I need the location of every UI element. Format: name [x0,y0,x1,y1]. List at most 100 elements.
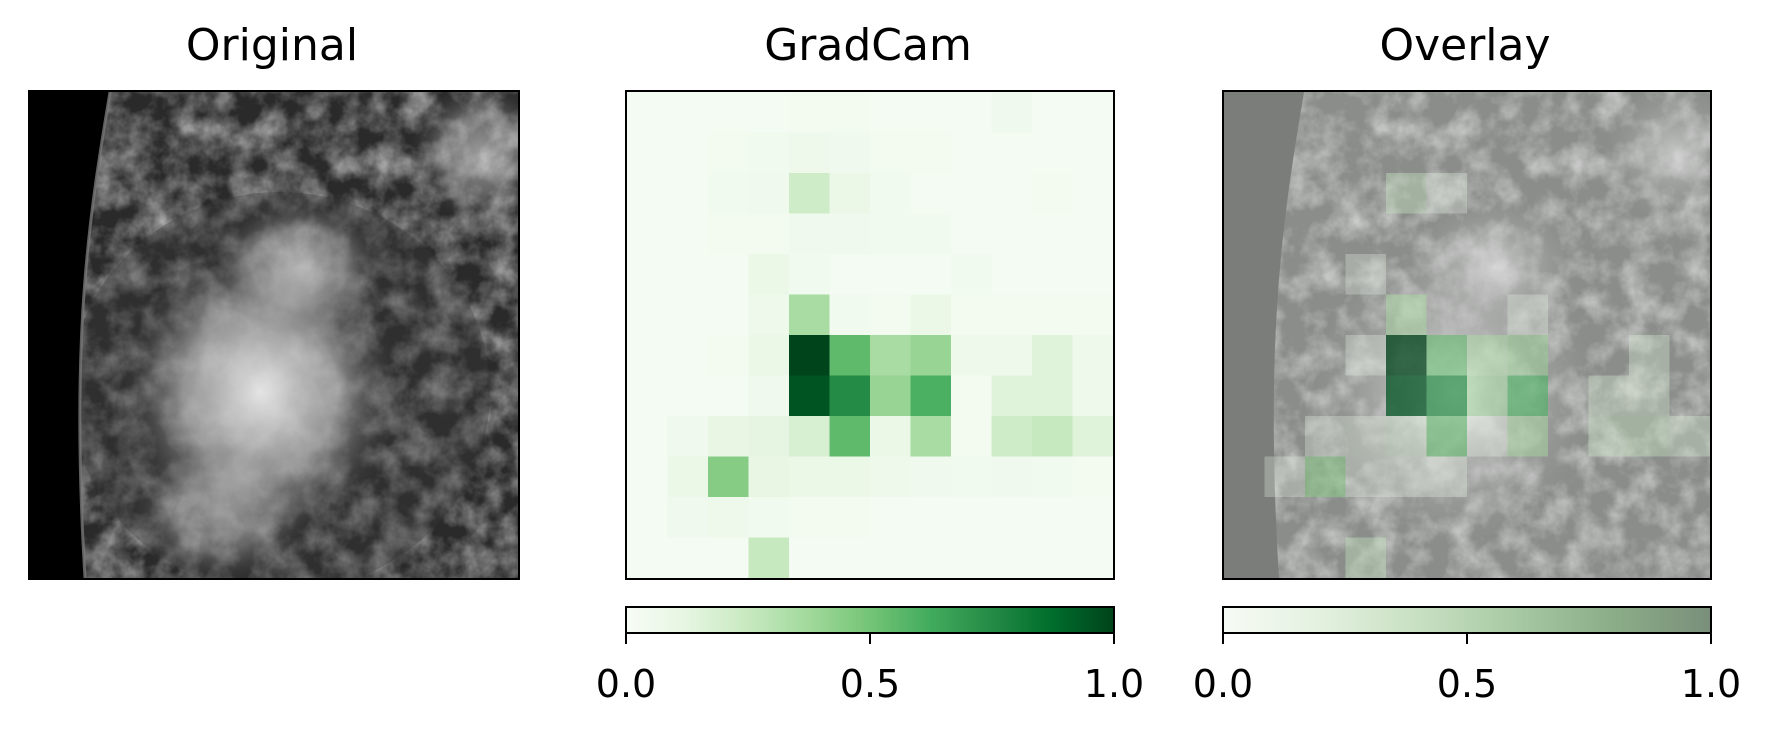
heatmap-cell [910,294,952,336]
gradcam-title: GradCam [764,20,972,71]
heatmap-cell [991,537,1033,578]
overlay-cell [1507,375,1548,416]
heatmap-cell [789,294,830,336]
overlay-cell [1467,335,1508,376]
heatmap-cell [910,335,952,376]
heatmap-cell [991,254,1033,295]
heatmap-cell [951,335,992,376]
heatmap-cell [667,456,709,498]
heatmap-cell [829,537,871,578]
overlay-title: Overlay [1379,20,1551,71]
overlay-cell [1386,456,1427,497]
overlay-cell [1467,416,1508,457]
heatmap-cell [667,335,709,376]
heatmap-cell [789,375,830,417]
overlay-cell [1386,375,1427,416]
overlay-tick-05 [1466,634,1468,644]
heatmap-cell [951,132,992,174]
heatmap-cell [910,213,952,255]
overlay-cell [1629,416,1670,457]
overlay-cell [1426,416,1467,457]
heatmap-cell [1072,132,1113,174]
heatmap-cell [991,375,1033,417]
heatmap-cell [789,497,830,538]
heatmap-cell [951,213,992,255]
gradcam-colorbar [625,606,1115,634]
overlay-ticklabel-05: 0.5 [1436,662,1498,706]
heatmap-cell [1072,416,1113,457]
heatmap-cell [870,132,911,174]
overlay-cell [1426,375,1467,416]
heatmap-cell [991,335,1033,376]
heatmap-cell [1032,213,1073,255]
overlay-cell [1345,254,1386,295]
heatmap-cell [870,213,911,255]
heatmap-cell [708,537,749,578]
overlay-cell [1467,375,1508,416]
overlay-cell [1386,335,1427,376]
heatmap-cell [951,497,992,538]
heatmap-cell [870,294,911,336]
heatmap-cell [991,132,1033,174]
heatmap-cell [748,497,790,538]
heatmap-cell [870,92,911,133]
heatmap-cell [951,456,992,498]
heatmap-cell [1072,497,1113,538]
heatmap-cell [789,254,830,295]
heatmap-cell [991,456,1033,498]
heatmap-cell [829,294,871,336]
heatmap-cell [1072,335,1113,376]
heatmap-cell [627,254,668,295]
heatmap-cell [748,92,790,133]
heatmap-cell [829,213,871,255]
heatmap-cell [1032,537,1073,578]
overlay-cell [1507,416,1548,457]
heatmap-cell [1032,294,1073,336]
heatmap-cell [708,213,749,255]
overlay-ticklabel-0: 0.0 [1192,662,1254,706]
heatmap-cell [667,92,709,133]
heatmap-cell [667,537,709,578]
heatmap-cell [789,416,830,457]
gradcam-ticklabel-1: 1.0 [1083,662,1145,706]
heatmap-cell [1032,456,1073,498]
heatmap-cell [829,416,871,457]
overlay-cell [1345,456,1386,497]
overlay-cell [1345,335,1386,376]
overlay-cell [1386,173,1427,214]
gradcam-tick-0 [625,634,627,644]
gradcam-ticklabel-0: 0.0 [595,662,657,706]
heatmap-cell [951,173,992,214]
heatmap-cell [708,497,749,538]
heatmap-cell [870,375,911,417]
heatmap-cell [667,132,709,174]
heatmap-cell [708,335,749,376]
heatmap-cell [1072,173,1113,214]
heatmap-cell [829,92,871,133]
heatmap-cell [627,173,668,214]
heatmap-cell [789,173,830,214]
heatmap-cell [708,254,749,295]
heatmap-cell [667,375,709,417]
heatmap-cell [1032,173,1073,214]
heatmap-cell [708,294,749,336]
heatmap-cell [748,132,790,174]
overlay-cell [1345,416,1386,457]
overlay-cell [1507,294,1548,335]
overlay-cell [1629,375,1670,416]
heatmap-cell [910,456,952,498]
heatmap-cell [991,497,1033,538]
heatmap-cell [708,173,749,214]
heatmap-cell [708,132,749,174]
overlay-cell [1386,416,1427,457]
heatmap-cell [1072,213,1113,255]
heatmap-cell [870,335,911,376]
heatmap-cell [708,375,749,417]
overlay-tick-1 [1710,634,1712,644]
heatmap-cell [951,294,992,336]
original-title: Original [185,20,359,71]
heatmap-cell [789,456,830,498]
heatmap-cell [829,456,871,498]
overlay-ticklabel-1: 1.0 [1680,662,1742,706]
heatmap-cell [667,497,709,538]
